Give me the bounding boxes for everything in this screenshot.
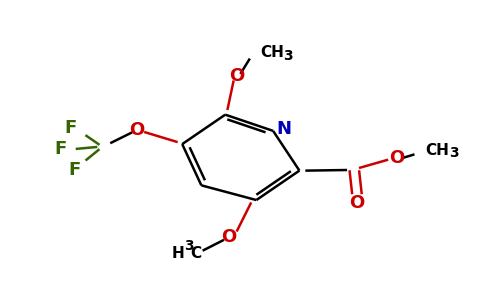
Text: H: H (172, 246, 185, 261)
Text: O: O (389, 149, 404, 167)
Text: O: O (349, 194, 364, 212)
Text: F: F (68, 161, 81, 179)
Text: F: F (64, 118, 77, 136)
Text: F: F (54, 140, 66, 158)
Text: O: O (129, 121, 144, 139)
Text: CH: CH (260, 45, 284, 60)
Text: CH: CH (425, 143, 449, 158)
Text: 3: 3 (284, 49, 293, 63)
Text: O: O (221, 228, 236, 246)
Text: N: N (276, 120, 291, 138)
Text: C: C (191, 246, 202, 261)
Text: 3: 3 (449, 146, 458, 160)
Text: O: O (229, 68, 245, 85)
Text: 3: 3 (184, 239, 194, 253)
